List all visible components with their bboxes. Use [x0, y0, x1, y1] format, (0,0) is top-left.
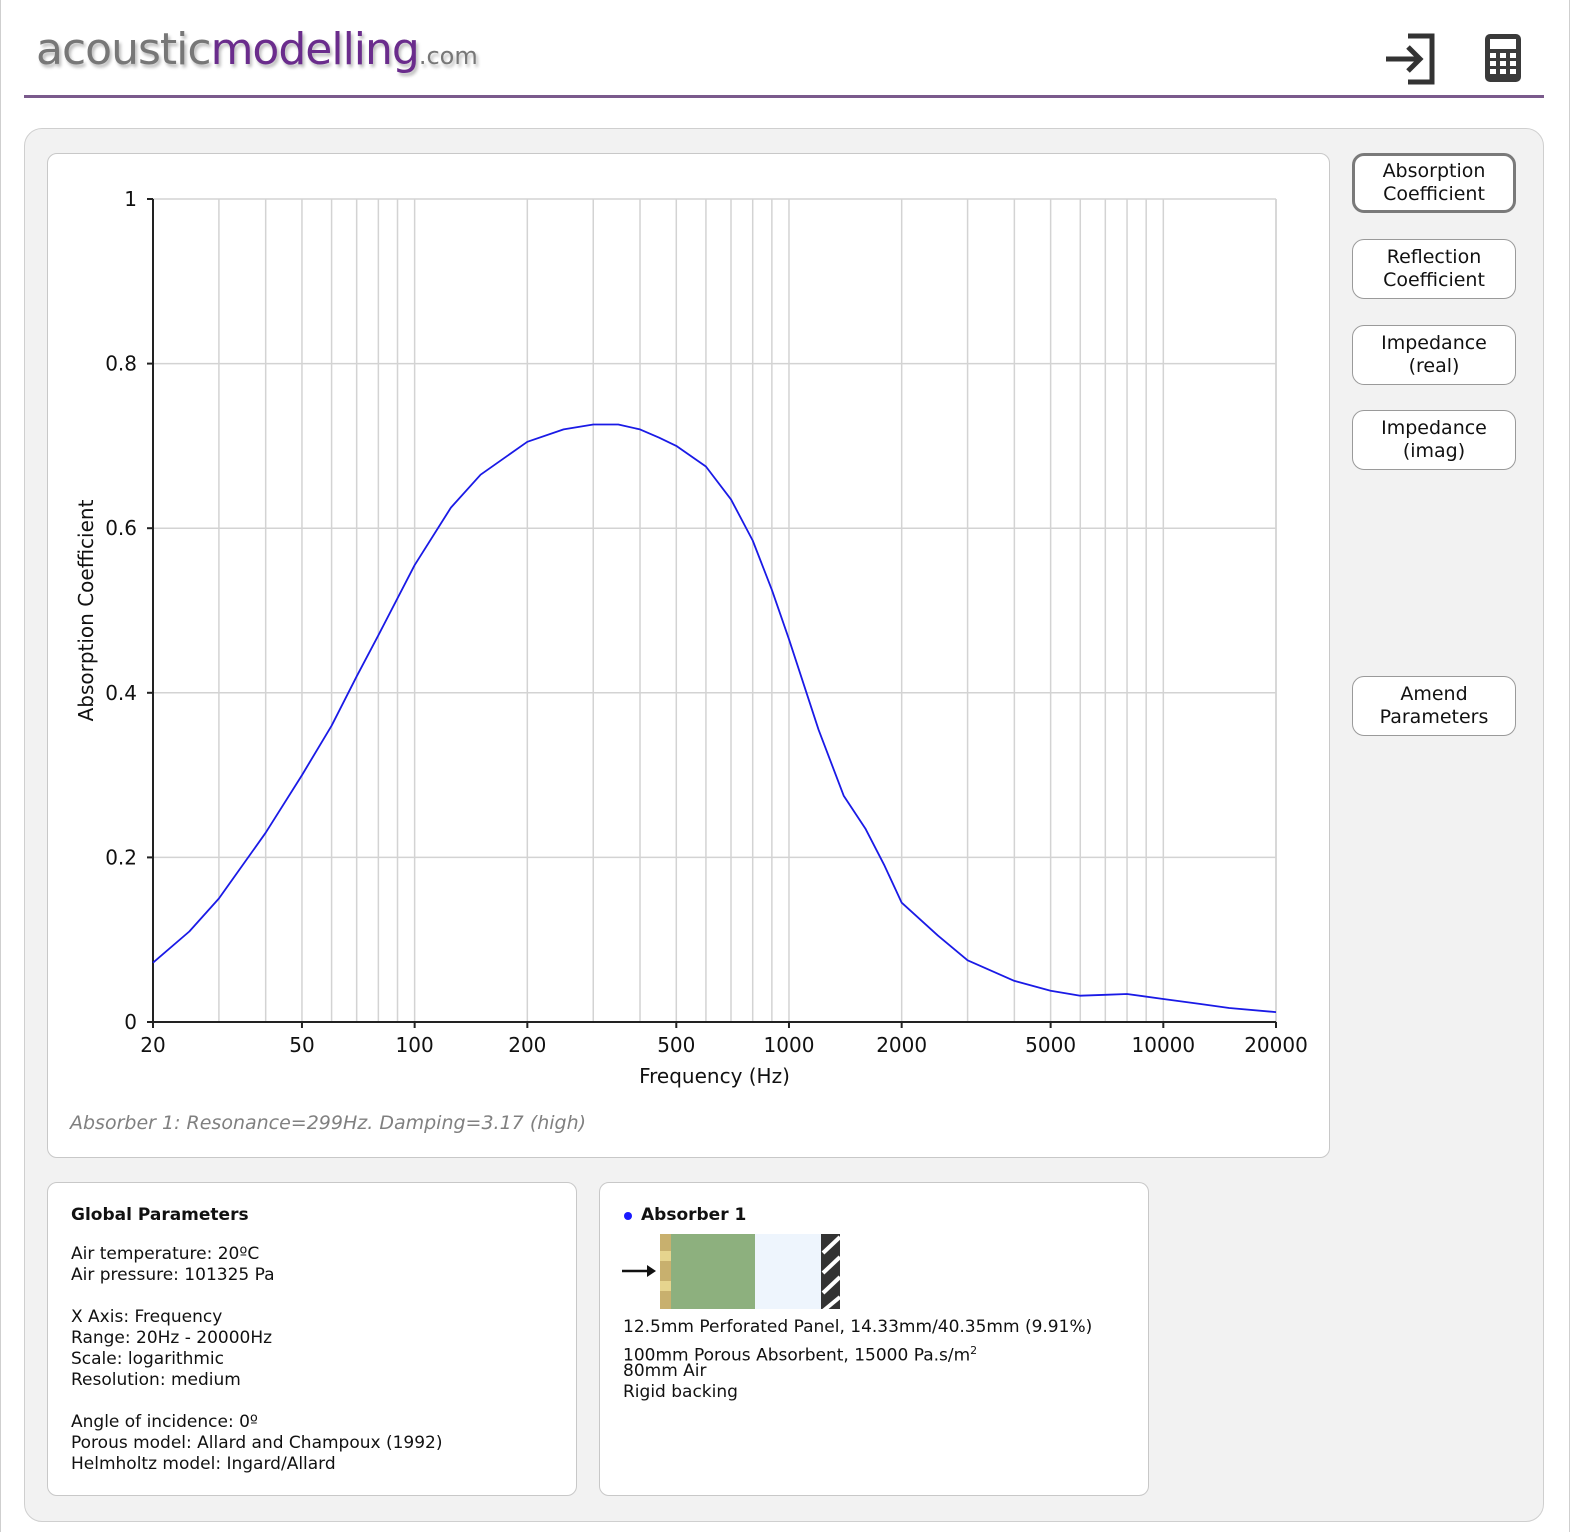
global-parameters-card: Global Parameters Air temperature: 20ºC …: [47, 1182, 577, 1496]
y-tick-label: 0.6: [105, 516, 137, 540]
x-tick-label: 2000: [876, 1033, 927, 1057]
x-tick-label: 200: [508, 1033, 546, 1057]
x-tick-label: 5000: [1025, 1033, 1076, 1057]
angle-param: Angle of incidence: 0º: [71, 1412, 258, 1432]
impedance-real-button[interactable]: Impedance (real): [1352, 325, 1516, 385]
rigid-backing-hatch: [821, 1235, 842, 1313]
x-axis-title: Frequency (Hz): [639, 1064, 790, 1088]
perforated-panel-layer: [660, 1234, 671, 1309]
panel-perforation: [660, 1281, 671, 1291]
global-parameters-title: Global Parameters: [71, 1205, 249, 1225]
x-tick-label: 20: [140, 1033, 165, 1057]
absorber-title: Absorber 1: [641, 1205, 747, 1225]
chart-card: 0 0.2 0.4 0.6 0.8 1 20 50 100 200 500 1000 2000 5000 1…: [47, 153, 1330, 1158]
reflection-coefficient-button[interactable]: Reflection Coefficient: [1352, 239, 1516, 299]
layer-air: 80mm Air: [623, 1361, 707, 1381]
y-tick-label: 0.2: [105, 845, 137, 869]
panel-perforation: [660, 1251, 671, 1261]
range-param: Range: 20Hz - 20000Hz: [71, 1328, 273, 1348]
x-tick-label: 100: [396, 1033, 434, 1057]
absorber-card: Absorber 1 12.5mm Perforated Panel, 14.3…: [599, 1182, 1149, 1496]
x-tick-label: 1000: [764, 1033, 815, 1057]
x-tick-label: 10000: [1132, 1033, 1196, 1057]
incidence-arrow-head: [647, 1265, 656, 1277]
absorption-coefficient-button[interactable]: Absorption Coefficient: [1352, 153, 1516, 213]
resolution-param: Resolution: medium: [71, 1370, 241, 1390]
absorption-curve: [152, 423, 1277, 1013]
scale-param: Scale: logarithmic: [71, 1349, 224, 1369]
chart-note: Absorber 1: Resonance=299Hz. Damping=3.1…: [70, 1112, 587, 1134]
layer-porous-absorbent: 100mm Porous Absorbent, 15000 Pa.s/m2: [623, 1340, 977, 1367]
x-tick-label: 50: [289, 1033, 314, 1057]
calculator-icon[interactable]: [1476, 30, 1534, 88]
air-temperature: Air temperature: 20ºC: [71, 1244, 260, 1264]
porous-absorbent-layer: [671, 1234, 755, 1309]
layer-porous-unit-sup: 2: [970, 1344, 978, 1357]
site-logo[interactable]: acousticmodelling.com: [36, 24, 478, 84]
x-tick-label: 20000: [1244, 1033, 1308, 1057]
x-axis-param: X Axis: Frequency: [71, 1307, 223, 1327]
impedance-imag-button[interactable]: Impedance (imag): [1352, 410, 1516, 470]
logo-text-modelling: modelling: [210, 24, 420, 75]
porous-model-param: Porous model: Allard and Champoux (1992): [71, 1433, 443, 1453]
air-gap-layer: [755, 1234, 821, 1309]
y-tick-label: 0: [124, 1010, 137, 1034]
x-tick-label: 500: [657, 1033, 695, 1057]
series-color-dot: [624, 1212, 632, 1220]
absorber-layer-diagram: [622, 1234, 842, 1313]
layer-perforated-panel: 12.5mm Perforated Panel, 14.33mm/40.35mm…: [623, 1317, 1093, 1337]
y-tick-label: 1: [124, 187, 137, 211]
logo-text-com: .com: [418, 42, 478, 70]
layer-porous-text: 100mm Porous Absorbent, 15000 Pa.s/m: [623, 1345, 971, 1366]
helmholtz-model-param: Helmholtz model: Ingard/Allard: [71, 1454, 336, 1474]
amend-parameters-button[interactable]: Amend Parameters: [1352, 676, 1516, 736]
login-arrow-icon[interactable]: [1382, 30, 1440, 88]
y-tick-label: 0.8: [105, 352, 137, 376]
y-tick-label: 0.4: [105, 681, 137, 705]
air-pressure: Air pressure: 101325 Pa: [71, 1265, 275, 1285]
absorption-chart: 0 0.2 0.4 0.6 0.8 1 20 50 100 200 500 1000 2000 5000 1…: [74, 187, 1308, 1088]
logo-text-acoustic: acoustic: [36, 24, 212, 75]
layer-rigid-backing: Rigid backing: [623, 1382, 738, 1402]
header-divider: [24, 95, 1544, 98]
y-axis-title: Absorption Coefficient: [74, 499, 98, 721]
